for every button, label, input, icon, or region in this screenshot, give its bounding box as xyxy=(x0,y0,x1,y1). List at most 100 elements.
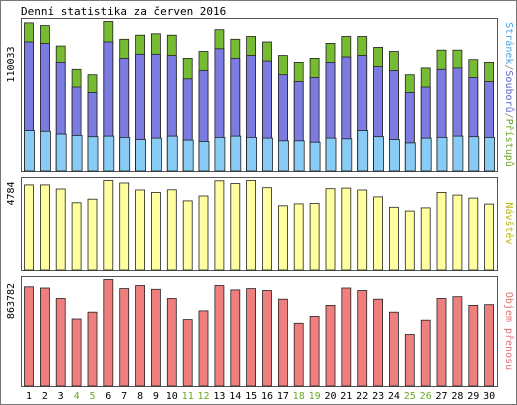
bar xyxy=(293,203,304,271)
bar xyxy=(71,202,82,271)
bar xyxy=(293,322,304,387)
x-tick-label: 11 xyxy=(182,391,194,402)
bar xyxy=(230,289,241,387)
bar xyxy=(166,189,177,271)
bar xyxy=(55,188,66,271)
bar xyxy=(436,191,447,271)
bar xyxy=(198,310,209,387)
x-tick-label: 19 xyxy=(309,391,321,402)
bar xyxy=(436,298,447,387)
x-tick-label: 10 xyxy=(166,391,178,402)
series-stránek xyxy=(24,130,496,172)
legend-entry: Objem přenosu xyxy=(503,292,515,370)
bar xyxy=(198,195,209,271)
bar xyxy=(24,130,35,172)
bar xyxy=(373,298,384,387)
bar xyxy=(357,290,368,387)
bar xyxy=(325,188,336,271)
x-tick-label: 29 xyxy=(467,391,479,402)
bar xyxy=(135,285,146,387)
bar xyxy=(230,135,242,172)
legend-entry: Přístupů xyxy=(503,119,515,167)
bar xyxy=(182,200,193,271)
x-tick-label: 13 xyxy=(213,391,225,402)
panel-mid: 4784 Návštěv xyxy=(6,177,515,271)
bar xyxy=(71,318,82,387)
bar xyxy=(262,187,272,271)
bar xyxy=(119,288,130,387)
bar xyxy=(373,136,385,172)
bar xyxy=(277,205,288,271)
bar xyxy=(436,136,448,172)
bar xyxy=(230,183,241,271)
bar xyxy=(166,135,178,172)
legend: Stránek/Souborů/Přístupů xyxy=(503,22,515,167)
bar xyxy=(277,298,288,387)
bar xyxy=(119,136,131,172)
legend-entry: / xyxy=(503,113,514,119)
bar xyxy=(24,286,34,387)
x-tick-label: 17 xyxy=(277,391,289,402)
bar xyxy=(150,288,161,387)
x-tick-label: 26 xyxy=(420,391,432,402)
x-tick-label: 7 xyxy=(121,391,127,402)
bar xyxy=(55,298,66,387)
x-tick-label: 2 xyxy=(42,391,48,402)
bar xyxy=(484,203,495,271)
bar xyxy=(388,206,399,271)
bar xyxy=(87,311,98,387)
bar xyxy=(388,311,399,387)
bar xyxy=(468,136,480,172)
bar xyxy=(214,180,225,271)
series-objem-přenosu xyxy=(24,279,495,387)
bar xyxy=(309,203,320,271)
panel-frame xyxy=(21,18,498,172)
bar xyxy=(325,304,336,387)
bar xyxy=(55,133,67,172)
bar xyxy=(357,189,368,271)
bar xyxy=(420,137,432,172)
chart-title: Denní statistika za červen 2016 xyxy=(21,5,226,18)
legend: Návštěv xyxy=(503,202,515,244)
bar xyxy=(71,134,83,172)
bar xyxy=(325,137,337,172)
x-tick-label: 30 xyxy=(483,391,495,402)
bar xyxy=(40,287,50,387)
panel-frame xyxy=(21,276,498,387)
x-tick-label: 12 xyxy=(197,391,209,402)
bar xyxy=(214,285,225,387)
legend-entry: Návštěv xyxy=(503,202,515,244)
bar xyxy=(262,137,273,172)
bar xyxy=(404,210,415,271)
bar xyxy=(24,184,34,271)
bar xyxy=(420,207,431,271)
y-max-label: 863782 xyxy=(6,283,17,319)
bar xyxy=(452,135,464,172)
legend: Objem přenosu xyxy=(503,292,515,370)
panel-frame xyxy=(21,177,498,271)
bar xyxy=(150,137,162,172)
bar xyxy=(468,197,479,271)
x-tick-label: 15 xyxy=(245,391,257,402)
bar xyxy=(341,187,352,271)
y-max-label: 4784 xyxy=(6,181,17,205)
bar xyxy=(40,184,50,271)
bar xyxy=(468,304,479,387)
bar xyxy=(484,304,495,387)
x-tick-label: 14 xyxy=(229,391,241,402)
bar xyxy=(246,288,257,387)
x-tick-label: 28 xyxy=(451,391,463,402)
bar xyxy=(373,196,384,271)
bar xyxy=(309,141,321,172)
series-návštěv xyxy=(24,180,495,271)
bar xyxy=(166,298,177,387)
bar xyxy=(103,135,115,172)
bar xyxy=(119,182,130,271)
x-tick-label: 23 xyxy=(372,391,384,402)
bar xyxy=(103,180,114,271)
bar xyxy=(277,140,289,172)
legend-entry: Souborů xyxy=(503,70,515,112)
x-tick-label: 9 xyxy=(153,391,159,402)
bar xyxy=(357,130,369,172)
